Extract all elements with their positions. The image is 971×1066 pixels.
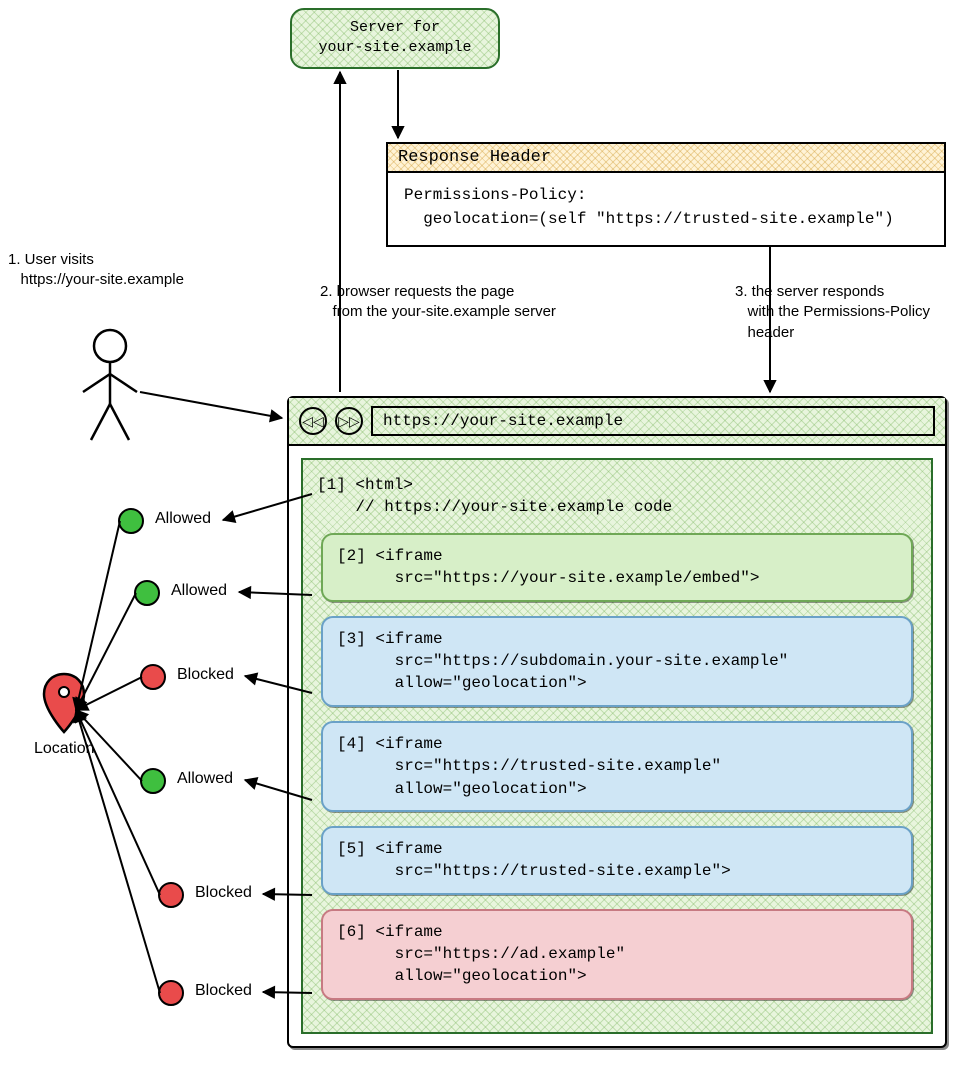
status-label-st2: Allowed [171, 582, 227, 600]
server-line1: Server for [310, 18, 480, 38]
page-body: [1] <html> // https://your-site.example … [301, 458, 933, 1034]
status-dot-st5 [158, 882, 184, 908]
status-label-st3: Blocked [177, 666, 234, 684]
step-1-label: 1. User visits https://your-site.example [8, 250, 184, 291]
status-label-st4: Allowed [177, 770, 233, 788]
html-code-line: [1] <html> // https://your-site.example … [317, 474, 917, 519]
status-dot-st2 [134, 580, 160, 606]
back-button[interactable]: ◁◁ [299, 407, 327, 435]
browser-toolbar: ◁◁ ▷▷ https://your-site.example [289, 398, 945, 446]
status-dot-st6 [158, 980, 184, 1006]
step-2-label: 2. browser requests the page from the yo… [320, 282, 556, 323]
address-bar[interactable]: https://your-site.example [371, 406, 935, 436]
location-label: Location [34, 740, 95, 758]
iframe-box-if4: [4] <iframe src="https://trusted-site.ex… [321, 721, 913, 812]
stick-figure-icon [75, 326, 145, 446]
status-dot-st1 [118, 508, 144, 534]
step-3-label: 3. the server responds with the Permissi… [735, 282, 930, 343]
iframe-box-if5: [5] <iframe src="https://trusted-site.ex… [321, 826, 913, 895]
status-label-st1: Allowed [155, 510, 211, 528]
iframe-box-if6: [6] <iframe src="https://ad.example" all… [321, 909, 913, 1000]
status-dot-st4 [140, 768, 166, 794]
response-header-box: Response Header Permissions-Policy: geol… [386, 142, 946, 247]
server-line2: your-site.example [310, 38, 480, 58]
response-header-title: Response Header [388, 144, 944, 173]
location-pin-icon [40, 672, 88, 736]
status-dot-st3 [140, 664, 166, 690]
response-header-body: Permissions-Policy: geolocation=(self "h… [388, 173, 944, 245]
iframe-box-if2: [2] <iframe src="https://your-site.examp… [321, 533, 913, 602]
iframe-box-if3: [3] <iframe src="https://subdomain.your-… [321, 616, 913, 707]
status-label-st5: Blocked [195, 884, 252, 902]
browser-window: ◁◁ ▷▷ https://your-site.example [1] <htm… [287, 396, 947, 1048]
status-label-st6: Blocked [195, 982, 252, 1000]
server-box: Server for your-site.example [290, 8, 500, 69]
forward-button[interactable]: ▷▷ [335, 407, 363, 435]
